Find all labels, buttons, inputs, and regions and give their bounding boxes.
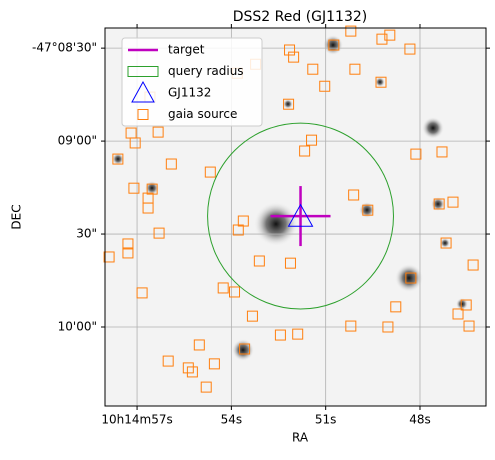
gaia-source (410, 148, 422, 160)
gaia-source (253, 255, 265, 267)
gaia-source (345, 25, 357, 37)
x-tick-label: 51s (315, 413, 337, 427)
gaia-source (362, 204, 374, 216)
gaia-source (129, 137, 141, 149)
gaia-source (246, 310, 258, 322)
gaia-source (405, 272, 417, 284)
gaia-source (142, 192, 154, 204)
gaia-source (274, 329, 286, 341)
gaia-source (384, 29, 396, 41)
legend-label: GJ1132 (168, 86, 211, 100)
gaia-source (136, 287, 148, 299)
gaia-source (306, 134, 318, 146)
gaia-source (200, 381, 212, 393)
gaia-source (440, 237, 452, 249)
y-tick-label: 30" (76, 227, 97, 241)
star-marker (287, 203, 314, 227)
gaia-source (436, 146, 448, 158)
gaia-source (452, 308, 464, 320)
legend-swatch (137, 109, 149, 120)
query-radius (207, 122, 394, 310)
legend: target query radius GJ1132 gaia source (121, 37, 263, 127)
gaia-source (376, 33, 388, 45)
gaia-source (112, 153, 124, 165)
gaia-source (165, 158, 177, 170)
gaia-source (390, 301, 402, 313)
gaia-source (319, 80, 331, 92)
gaia-source (122, 238, 134, 250)
gaia-source (162, 355, 174, 367)
gaia-source (193, 339, 205, 351)
gaia-source (283, 98, 295, 110)
y-axis-label: DEC (10, 204, 24, 229)
x-tick-label: 48s (409, 413, 431, 427)
gaia-source (307, 63, 319, 75)
legend-swatch (131, 80, 155, 103)
gaia-source (232, 224, 244, 236)
x-axis-label: RA (292, 431, 309, 445)
chart-title: DSS2 Red (GJ1132) (233, 9, 368, 25)
gaia-source (460, 299, 472, 311)
gaia-source (447, 196, 459, 208)
gaia-source (292, 328, 304, 340)
legend-swatch (127, 66, 159, 77)
x-tick-label: 10h14m57s (101, 413, 172, 427)
legend-label: target (168, 43, 205, 57)
gaia-source (433, 198, 445, 210)
gaia-source (153, 227, 165, 239)
y-tick-label: 10'00" (58, 319, 97, 333)
gaia-source (128, 182, 140, 194)
gaia-source (299, 145, 311, 157)
y-tick-label: -47°08'30" (32, 41, 97, 55)
x-tick-label: 54s (221, 413, 243, 427)
gaia-source (103, 251, 115, 263)
gaia-source (463, 320, 475, 332)
gaia-source (288, 51, 300, 63)
gaia-source (284, 257, 296, 269)
gaia-source (239, 343, 251, 355)
gaia-source (229, 286, 241, 298)
gaia-source (467, 259, 479, 271)
gaia-source (349, 63, 361, 75)
gaia-source (204, 166, 216, 178)
gaia-source (217, 282, 229, 294)
gaia-source (182, 362, 194, 374)
gaia-source (122, 247, 134, 259)
y-tick-label: 09'00" (58, 134, 97, 148)
gaia-source (284, 44, 296, 56)
gaia-source (208, 358, 220, 370)
gaia-source (345, 320, 357, 332)
gaia-source (404, 43, 416, 55)
legend-box (121, 37, 263, 127)
legend-label: query radius (168, 64, 244, 78)
gaia-source (328, 39, 340, 51)
gaia-source (382, 321, 394, 333)
gaia-source (146, 183, 158, 195)
legend-label: gaia source (168, 107, 237, 121)
plot-frame (104, 27, 487, 407)
gaia-source (375, 76, 387, 88)
gaia-source (348, 189, 360, 201)
gaia-source (186, 366, 198, 378)
gaia-source (152, 126, 164, 138)
